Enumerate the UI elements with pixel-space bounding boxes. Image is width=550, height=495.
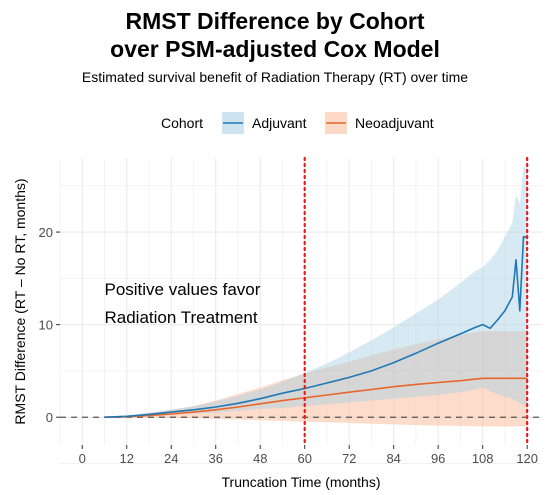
x-tick-label: 0 — [79, 451, 86, 466]
x-axis-label: Truncation Time (months) — [222, 474, 381, 490]
legend-label-adjuvant: Adjuvant — [252, 115, 307, 131]
y-tick-label: 20 — [39, 225, 53, 240]
y-axis-label: RMST Difference (RT – No RT, months) — [12, 178, 28, 424]
series-line-adjuvant — [104, 235, 528, 418]
legend: Cohort Adjuvant Neoadjuvant — [0, 112, 550, 134]
x-tick-label: 108 — [472, 451, 494, 466]
chart-subtitle: Estimated survival benefit of Radiation … — [81, 69, 469, 85]
annotation-line-2: Radiation Treatment — [104, 308, 257, 327]
x-tick-label: 24 — [164, 451, 178, 466]
x-tick-label: 36 — [208, 451, 222, 466]
x-tick-label: 48 — [253, 451, 267, 466]
annotation-line-1: Positive values favor — [104, 280, 260, 299]
x-tick-label: 72 — [342, 451, 356, 466]
legend-title: Cohort — [161, 115, 204, 131]
chart-title-line-1: RMST Difference by Cohort — [125, 8, 425, 34]
x-tick-label: 120 — [516, 451, 538, 466]
legend-label-neoadjuvant: Neoadjuvant — [355, 115, 434, 131]
y-tick-label: 0 — [46, 410, 53, 425]
ci-band-neoadjuvant — [104, 331, 528, 427]
x-tick-label: 12 — [120, 451, 134, 466]
series-line-neoadjuvant — [104, 377, 528, 418]
legend-key-neoadjuvant — [325, 112, 347, 134]
ci-band-adjuvant — [104, 167, 528, 418]
x-tick-label: 84 — [386, 451, 400, 466]
chart-title-line-2: over PSM-adjusted Cox Model — [110, 36, 440, 62]
y-tick-label: 10 — [39, 318, 53, 333]
legend-key-adjuvant — [222, 112, 244, 134]
x-tick-label: 96 — [431, 451, 445, 466]
x-tick-label: 60 — [297, 451, 311, 466]
